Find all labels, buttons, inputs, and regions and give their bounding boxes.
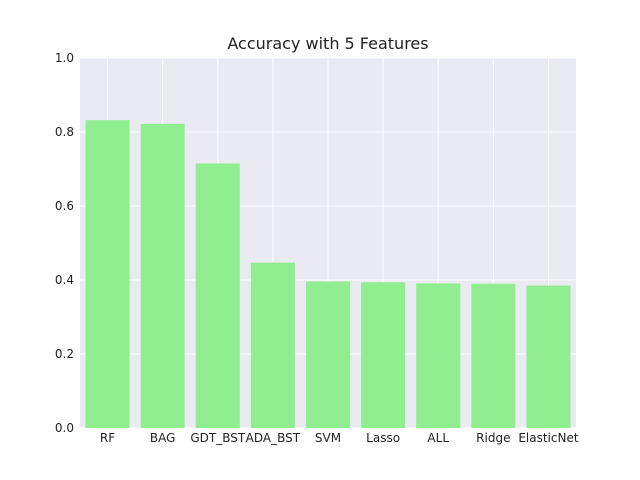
bar-elasticnet [526, 285, 571, 428]
bar-svm [305, 281, 351, 428]
x-axis-ticks: RF BAG GDT_BST ADA_BST SVM Lasso ALL Ridge Elast… [100, 431, 579, 445]
y-tick-label: 0.0 [55, 421, 74, 435]
x-tick-label: Ridge [476, 431, 510, 445]
bars [85, 120, 571, 429]
bar-ridge [471, 283, 516, 428]
x-tick-label: ALL [427, 431, 449, 445]
y-tick-label: 0.4 [55, 273, 74, 287]
bar-rf [85, 120, 130, 428]
y-tick-label: 1.0 [55, 51, 74, 65]
bar-bag [140, 123, 185, 429]
x-tick-label: ElasticNet [518, 431, 579, 445]
y-axis-ticks: 0.0 0.2 0.4 0.6 0.8 1.0 [55, 51, 74, 435]
y-tick-label: 0.8 [55, 125, 74, 139]
bar-lasso [361, 282, 406, 428]
chart-title: Accuracy with 5 Features [227, 34, 428, 53]
bar-all [416, 283, 461, 428]
x-tick-label: BAG [150, 431, 176, 445]
y-tick-label: 0.2 [55, 347, 74, 361]
x-tick-label: GDT_BST [190, 431, 246, 445]
x-tick-label: Lasso [366, 431, 400, 445]
x-tick-label: SVM [315, 431, 341, 445]
bar-gdt-bst [195, 163, 240, 428]
y-tick-label: 0.6 [55, 199, 74, 213]
x-tick-label: ADA_BST [246, 431, 301, 445]
bar-ada-bst [250, 262, 295, 428]
x-tick-label: RF [100, 431, 115, 445]
